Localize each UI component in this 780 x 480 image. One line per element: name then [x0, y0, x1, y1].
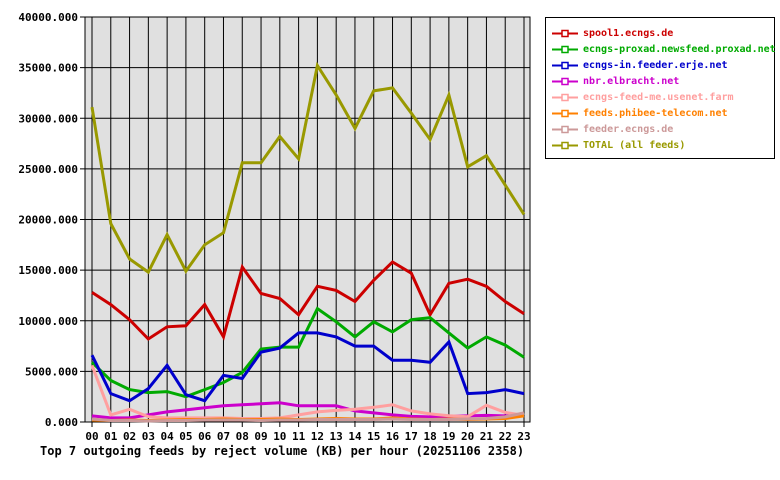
chart-title: Top 7 outgoing feeds by reject volume (K… [40, 444, 525, 458]
legend-item-feeder-ecngs-de: feeder.ecngs.de [552, 121, 770, 137]
x-axis-label: 15 [367, 430, 380, 443]
legend-item-nbr-elbracht-net: nbr.elbracht.net [552, 73, 770, 89]
legend-label: nbr.elbracht.net [583, 75, 680, 87]
x-axis-label: 19 [442, 430, 455, 443]
legend-marker-ecngs-proxad-newsfeed-proxad-net [552, 45, 578, 53]
y-axis-label: 20000.000 [18, 214, 78, 227]
series-line-total-all-feeds [90, 61, 526, 275]
x-axis-label: 02 [123, 430, 136, 443]
legend-item-ecngs-feed-me-usenet-farm: ecngs-feed-me.usenet.farm [552, 89, 770, 105]
series-line-ecngs-proxad-newsfeed-proxad-net [90, 306, 525, 399]
y-axis-label: 25000.000 [18, 163, 78, 176]
y-axis-label: 5000.000 [25, 365, 78, 378]
x-axis-label: 17 [405, 430, 418, 443]
legend-label: ecngs-in.feeder.erje.net [583, 59, 728, 71]
x-axis-label: 03 [142, 430, 155, 443]
x-axis-label: 09 [254, 430, 267, 443]
x-axis-label: 04 [161, 430, 175, 443]
legend-label: feeder.ecngs.de [583, 123, 674, 135]
y-axis-label: 15000.000 [18, 264, 78, 277]
x-axis-label: 22 [499, 430, 512, 443]
x-axis-label: 14 [348, 430, 362, 443]
series-line-ecngs-feed-me-usenet-farm [90, 364, 525, 420]
x-axis-label: 20 [461, 430, 474, 443]
legend-item-spool1-ecngs-de: spool1.ecngs.de [552, 25, 770, 41]
legend-item-ecngs-in-feeder-erje-net: ecngs-in.feeder.erje.net [552, 57, 770, 73]
x-axis-label: 05 [179, 430, 192, 443]
x-axis-label: 00 [85, 430, 98, 443]
legend-label: feeds.phibee-telecom.net [583, 107, 728, 119]
legend-marker-total-all-feeds [552, 141, 578, 149]
legend-label: ecngs-feed-me.usenet.farm [583, 91, 734, 103]
x-axis-label: 16 [386, 430, 400, 443]
legend: spool1.ecngs.de ecngs-proxad.newsfeed.pro… [545, 17, 776, 159]
legend-marker-feeds-phibee-telecom-net [552, 109, 578, 117]
legend-item-feeds-phibee-telecom-net: feeds.phibee-telecom.net [552, 105, 770, 121]
series-line-spool1-ecngs-de [91, 260, 525, 341]
legend-marker-ecngs-in-feeder-erje-net [552, 61, 578, 69]
x-axis-label: 01 [104, 430, 118, 443]
x-axis-label: 11 [292, 430, 306, 443]
legend-item-ecngs-proxad-newsfeed-proxad-net: ecngs-proxad.newsfeed.proxad.net [552, 41, 776, 57]
y-axis-label: 35000.000 [18, 62, 78, 75]
y-axis-label: 10000.000 [18, 315, 78, 328]
x-axis-label: 21 [480, 430, 494, 443]
legend-marker-feeder-ecngs-de [552, 125, 578, 133]
legend-marker-ecngs-feed-me-usenet-farm [552, 93, 578, 101]
x-axis-label: 13 [330, 430, 343, 443]
legend-label: ecngs-proxad.newsfeed.proxad.net [583, 43, 776, 55]
legend-label: TOTAL (all feeds) [583, 139, 686, 151]
legend-item-total-all-feeds: TOTAL (all feeds) [552, 137, 770, 153]
legend-marker-nbr-elbracht-net [552, 77, 578, 85]
series-line-feeder-ecngs-de [91, 411, 525, 423]
legend-marker-spool1-ecngs-de [552, 29, 578, 37]
x-axis-label: 08 [236, 430, 249, 443]
y-axis-label: 30000.000 [18, 112, 78, 125]
legend-list: spool1.ecngs.de ecngs-proxad.newsfeed.pro… [552, 25, 776, 153]
x-axis-label: 18 [423, 430, 436, 443]
plot-border [84, 16, 531, 423]
y-axis-label: 0.000 [45, 416, 78, 429]
y-axis-label: 40000.000 [18, 11, 78, 24]
x-axis-label: 12 [311, 430, 324, 443]
legend-label: spool1.ecngs.de [583, 27, 674, 39]
x-axis-label: 23 [517, 430, 530, 443]
x-axis-label: 07 [217, 430, 230, 443]
x-axis-label: 10 [273, 430, 286, 443]
x-axis-label: 06 [198, 430, 212, 443]
series-line-ecngs-in-feeder-erje-net [90, 331, 525, 403]
